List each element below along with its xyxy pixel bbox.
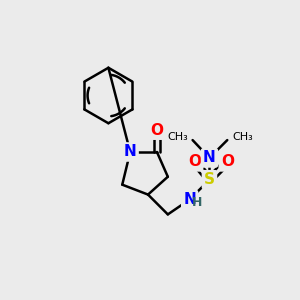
Text: O: O: [221, 154, 234, 169]
Text: N: N: [183, 192, 196, 207]
Text: S: S: [204, 172, 215, 187]
Text: N: N: [203, 150, 216, 165]
Text: H: H: [191, 196, 202, 209]
Text: O: O: [188, 154, 201, 169]
Text: CH₃: CH₃: [232, 132, 253, 142]
Text: O: O: [150, 123, 164, 138]
Text: N: N: [124, 145, 136, 160]
Text: CH₃: CH₃: [167, 132, 188, 142]
